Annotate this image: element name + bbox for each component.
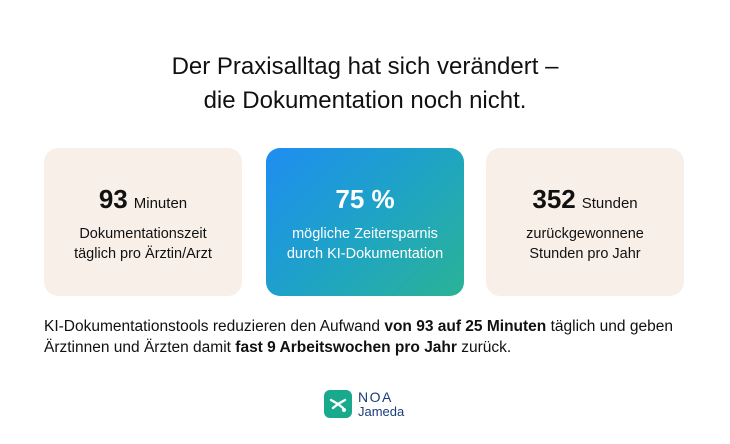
headline: Der Praxisalltag hat sich verändert – di… (0, 50, 730, 118)
stat-description-line-2: Stunden pro Jahr (529, 246, 641, 262)
summary-highlight-1: von 93 auf 25 Minuten (384, 318, 547, 335)
stat-value: 75 % (335, 184, 395, 214)
stat-value-row: 352 Stunden (486, 184, 684, 219)
stat-unit: Stunden (581, 195, 638, 212)
summary-highlight-2: fast 9 Arbeitswochen pro Jahr (235, 339, 457, 356)
stat-description: zurückgewonnene Stunden pro Jahr (486, 224, 684, 264)
stat-card-minutes: 93 Minuten Dokumentationszeit täglich pro… (44, 148, 242, 296)
stat-value: 93 (98, 184, 128, 214)
stat-description-line-1: mögliche Zeitersparnis (292, 226, 438, 242)
stat-unit: Minuten (133, 195, 188, 212)
headline-line-1: Der Praxisalltag hat sich verändert – (171, 53, 559, 80)
stat-description-line-2: durch KI-Dokumentation (286, 246, 444, 262)
stat-card-hours: 352 Stunden zurückgewonnene Stunden pro J… (486, 148, 684, 296)
logo-wordmark-bottom: Jameda (358, 404, 405, 419)
headline-line-2: die Dokumentation noch nicht. (203, 87, 527, 114)
summary-part-3: zurück. (456, 339, 512, 356)
stat-description-line-1: zurückgewonnene (526, 226, 644, 242)
stat-value-row: 93 Minuten (44, 184, 242, 219)
stat-description-line-1: Dokumentationszeit (79, 226, 207, 242)
stat-value-row: 75 % (266, 184, 464, 219)
stat-description: Dokumentationszeit täglich pro Ärztin/Ar… (44, 224, 242, 264)
stat-description-line-2: täglich pro Ärztin/Arzt (74, 246, 212, 262)
logo-wordmark-top: NOA (358, 389, 393, 405)
stat-description: mögliche Zeitersparnis durch KI-Dokument… (266, 224, 464, 264)
noa-jameda-logo-icon (324, 390, 352, 418)
summary-part-1: KI-Dokumentationstools reduzieren den Au… (44, 318, 385, 335)
summary-part-2: täglich und geben Ärztinnen und Ärzten d… (44, 318, 673, 356)
summary-text: KI-Dokumentationstools reduzieren den Au… (44, 316, 694, 358)
stat-value: 352 (532, 184, 576, 214)
stat-card-savings: 75 % mögliche Zeitersparnis durch KI-Dok… (266, 148, 464, 296)
